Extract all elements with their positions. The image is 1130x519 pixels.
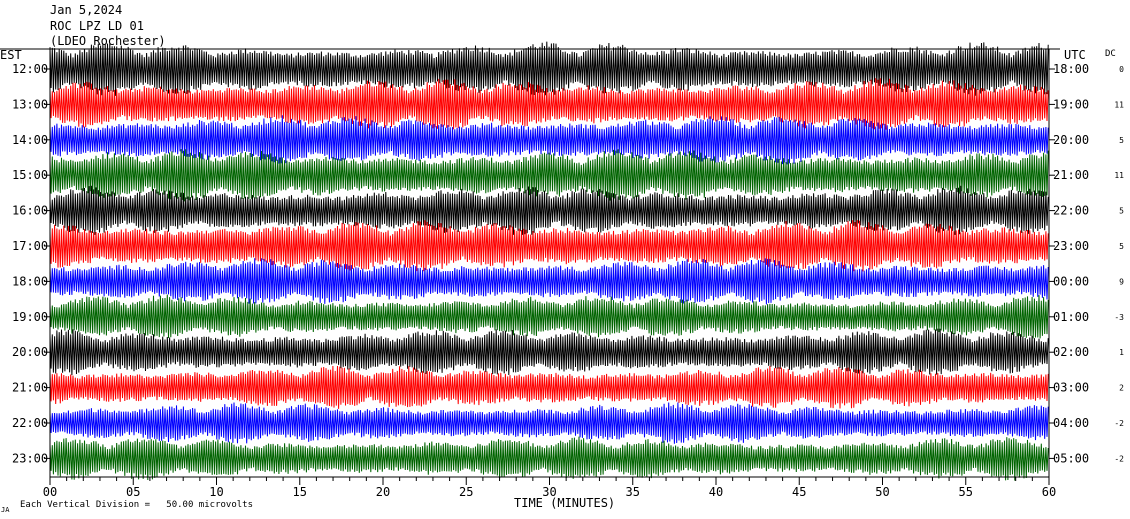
utc-hour-label: 19:00	[1053, 97, 1089, 111]
dc-offset-value: 2	[1119, 384, 1124, 393]
dc-offset-value: 1	[1119, 348, 1124, 357]
header-network: (LDEO Rochester)	[50, 34, 166, 48]
x-tick-label: 05	[126, 485, 140, 499]
est-hour-label: 22:00	[12, 416, 48, 430]
x-tick-label: 00	[43, 485, 57, 499]
utc-hour-label: 04:00	[1053, 416, 1089, 430]
utc-hour-label: 22:00	[1053, 204, 1089, 218]
trace-row-1400	[49, 115, 1049, 165]
est-hour-label: 19:00	[12, 310, 48, 324]
est-hour-label: 12:00	[12, 62, 48, 76]
est-hour-label: 23:00	[12, 451, 48, 465]
x-tick-label: 35	[626, 485, 640, 499]
utc-hour-label: 03:00	[1053, 381, 1089, 395]
scale-note: Each Vertical Division = 50.00 microvolt…	[20, 500, 253, 510]
x-tick-label: 30	[542, 485, 556, 499]
trace-row-2000	[49, 328, 1049, 376]
dc-header-label: DC	[1105, 49, 1116, 59]
est-hour-label: 16:00	[12, 204, 48, 218]
trace-row-1700	[49, 220, 1049, 272]
trace-row-1200	[49, 41, 1049, 96]
x-tick-label: 55	[959, 485, 973, 499]
dc-offset-value: -2	[1114, 454, 1124, 463]
trace-row-2200	[49, 402, 1049, 444]
dc-offset-value: 5	[1119, 242, 1124, 251]
est-hour-label: 13:00	[12, 97, 48, 111]
x-tick-label: 60	[1042, 485, 1056, 499]
x-axis-title: TIME (MINUTES)	[514, 496, 616, 510]
x-tick-label: 40	[709, 485, 723, 499]
x-tick-label: 45	[792, 485, 806, 499]
est-hour-label: 17:00	[12, 239, 48, 253]
utc-hour-label: 00:00	[1053, 274, 1089, 288]
left-timezone-label: EST	[0, 48, 22, 62]
trace-row-1300	[49, 78, 1049, 130]
x-tick-label: 25	[459, 485, 473, 499]
dc-offset-value: 0	[1119, 65, 1124, 74]
utc-hour-label: 02:00	[1053, 345, 1089, 359]
corner-mark: JA	[1, 506, 10, 514]
est-hour-label: 14:00	[12, 133, 48, 147]
dc-offset-value: 11	[1114, 171, 1124, 180]
header-station: ROC LPZ LD 01	[50, 19, 144, 33]
right-timezone-label: UTC	[1064, 48, 1086, 62]
dc-offset-value: 9	[1119, 277, 1124, 286]
trace-row-1900	[49, 294, 1049, 339]
dc-offset-value: -2	[1114, 419, 1124, 428]
trace-row-1500	[49, 149, 1049, 202]
utc-hour-label: 20:00	[1053, 133, 1089, 147]
trace-row-2300	[49, 436, 1049, 481]
dc-offset-value: 11	[1114, 100, 1124, 109]
trace-row-2100	[49, 365, 1049, 409]
utc-hour-label: 05:00	[1053, 451, 1089, 465]
x-tick-label: 50	[875, 485, 889, 499]
header-date: Jan 5,2024	[50, 3, 123, 17]
trace-row-1800	[49, 258, 1049, 305]
dc-offset-value: 5	[1119, 136, 1124, 145]
x-tick-label: 10	[209, 485, 223, 499]
est-hour-label: 15:00	[12, 168, 48, 182]
est-hour-label: 20:00	[12, 345, 48, 359]
utc-hour-label: 01:00	[1053, 310, 1089, 324]
x-tick-label: 20	[376, 485, 390, 499]
utc-hour-label: 18:00	[1053, 62, 1089, 76]
dc-offset-value: -3	[1114, 313, 1124, 322]
est-hour-label: 21:00	[12, 381, 48, 395]
utc-hour-label: 23:00	[1053, 239, 1089, 253]
dc-offset-value: 5	[1119, 207, 1124, 216]
est-hour-label: 18:00	[12, 274, 48, 288]
utc-hour-label: 21:00	[1053, 168, 1089, 182]
trace-row-1600	[49, 185, 1049, 235]
x-tick-label: 15	[293, 485, 307, 499]
